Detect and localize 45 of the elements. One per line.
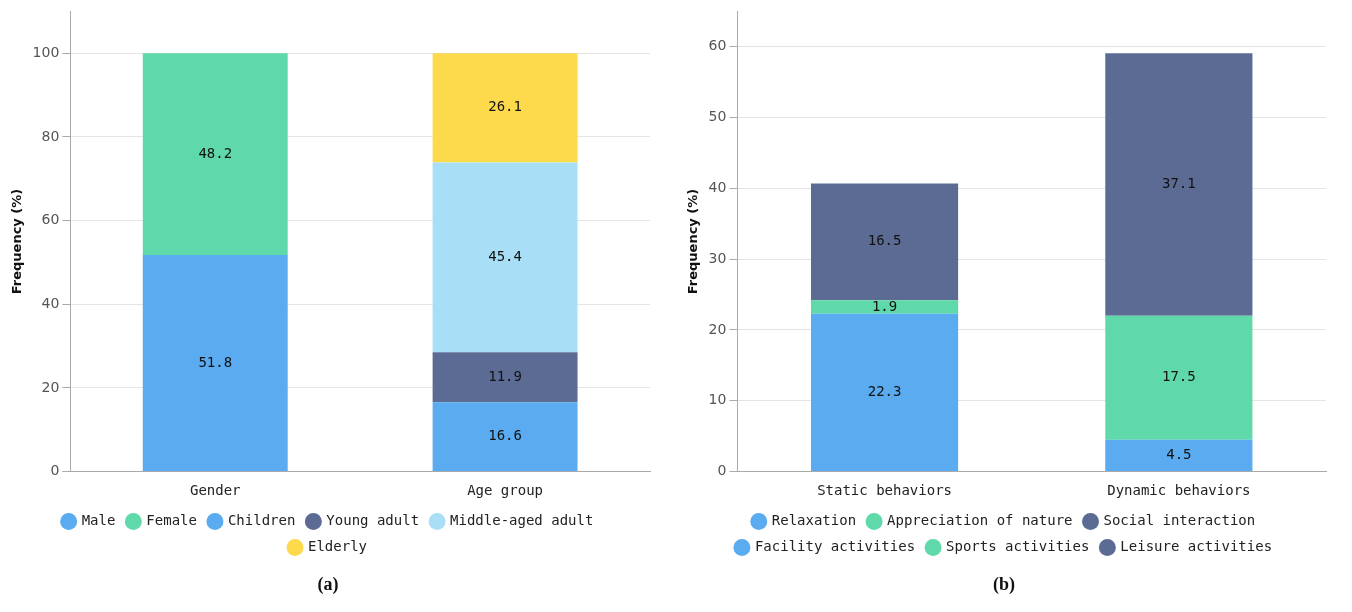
data-label: 11.9 bbox=[488, 367, 522, 384]
data-label: 4.5 bbox=[1166, 446, 1192, 463]
y-tick-label: 10 bbox=[708, 391, 727, 408]
x-tick-label: Age group bbox=[467, 481, 544, 498]
x-tick-label: Static behaviors bbox=[817, 481, 952, 498]
data-label: 48.2 bbox=[198, 144, 233, 161]
y-tick-label: 60 bbox=[708, 37, 727, 54]
data-label: 16.5 bbox=[867, 232, 902, 249]
y-tick-label: 60 bbox=[41, 211, 60, 228]
legend-label: Social interaction bbox=[1103, 512, 1256, 529]
y-tick-label: 40 bbox=[708, 179, 727, 196]
legend-label: Elderly bbox=[308, 538, 368, 555]
legend-label: Female bbox=[146, 512, 197, 529]
y-tick-label: 0 bbox=[717, 462, 727, 479]
text: (b) bbox=[993, 573, 1015, 595]
data-label: 45.4 bbox=[488, 248, 522, 265]
legend-label: Appreciation of nature bbox=[887, 512, 1073, 529]
data-label: 16.6 bbox=[488, 427, 522, 444]
legend-label: Middle-aged adult bbox=[450, 512, 594, 529]
data-label: 51.8 bbox=[198, 353, 233, 370]
y-tick-label: 40 bbox=[41, 294, 60, 311]
legend-label: Young adult bbox=[326, 512, 420, 529]
legend-label: Children bbox=[227, 512, 296, 529]
legend-label: Relaxation bbox=[771, 512, 857, 529]
legend-label: Leisure activities bbox=[1120, 538, 1273, 555]
data-label: 37.1 bbox=[1161, 175, 1196, 192]
y-tick-label: 100 bbox=[32, 43, 60, 60]
y-tick-label: 30 bbox=[708, 249, 727, 266]
legend-label: Male bbox=[81, 512, 116, 529]
x-tick-label: Gender bbox=[189, 481, 241, 498]
data-label: 26.1 bbox=[488, 98, 522, 115]
data-label: 22.3 bbox=[867, 383, 902, 400]
y-tick-label: 80 bbox=[41, 127, 60, 144]
legend-label: Facility activities bbox=[754, 538, 916, 555]
x-tick-label: Dynamic behaviors bbox=[1107, 481, 1251, 498]
data-label: 17.5 bbox=[1161, 368, 1196, 385]
text: (a) bbox=[317, 573, 339, 595]
y-axis-title: Frequency (%) bbox=[9, 188, 25, 295]
y-tick-label: 20 bbox=[708, 320, 727, 337]
y-tick-label: 50 bbox=[708, 108, 727, 125]
y-tick-label: 20 bbox=[41, 378, 60, 395]
legend-label: Sports activities bbox=[946, 538, 1090, 555]
data-label: 1.9 bbox=[871, 297, 898, 314]
y-tick-label: 0 bbox=[50, 462, 60, 479]
y-axis-title: Frequency (%) bbox=[685, 188, 701, 295]
